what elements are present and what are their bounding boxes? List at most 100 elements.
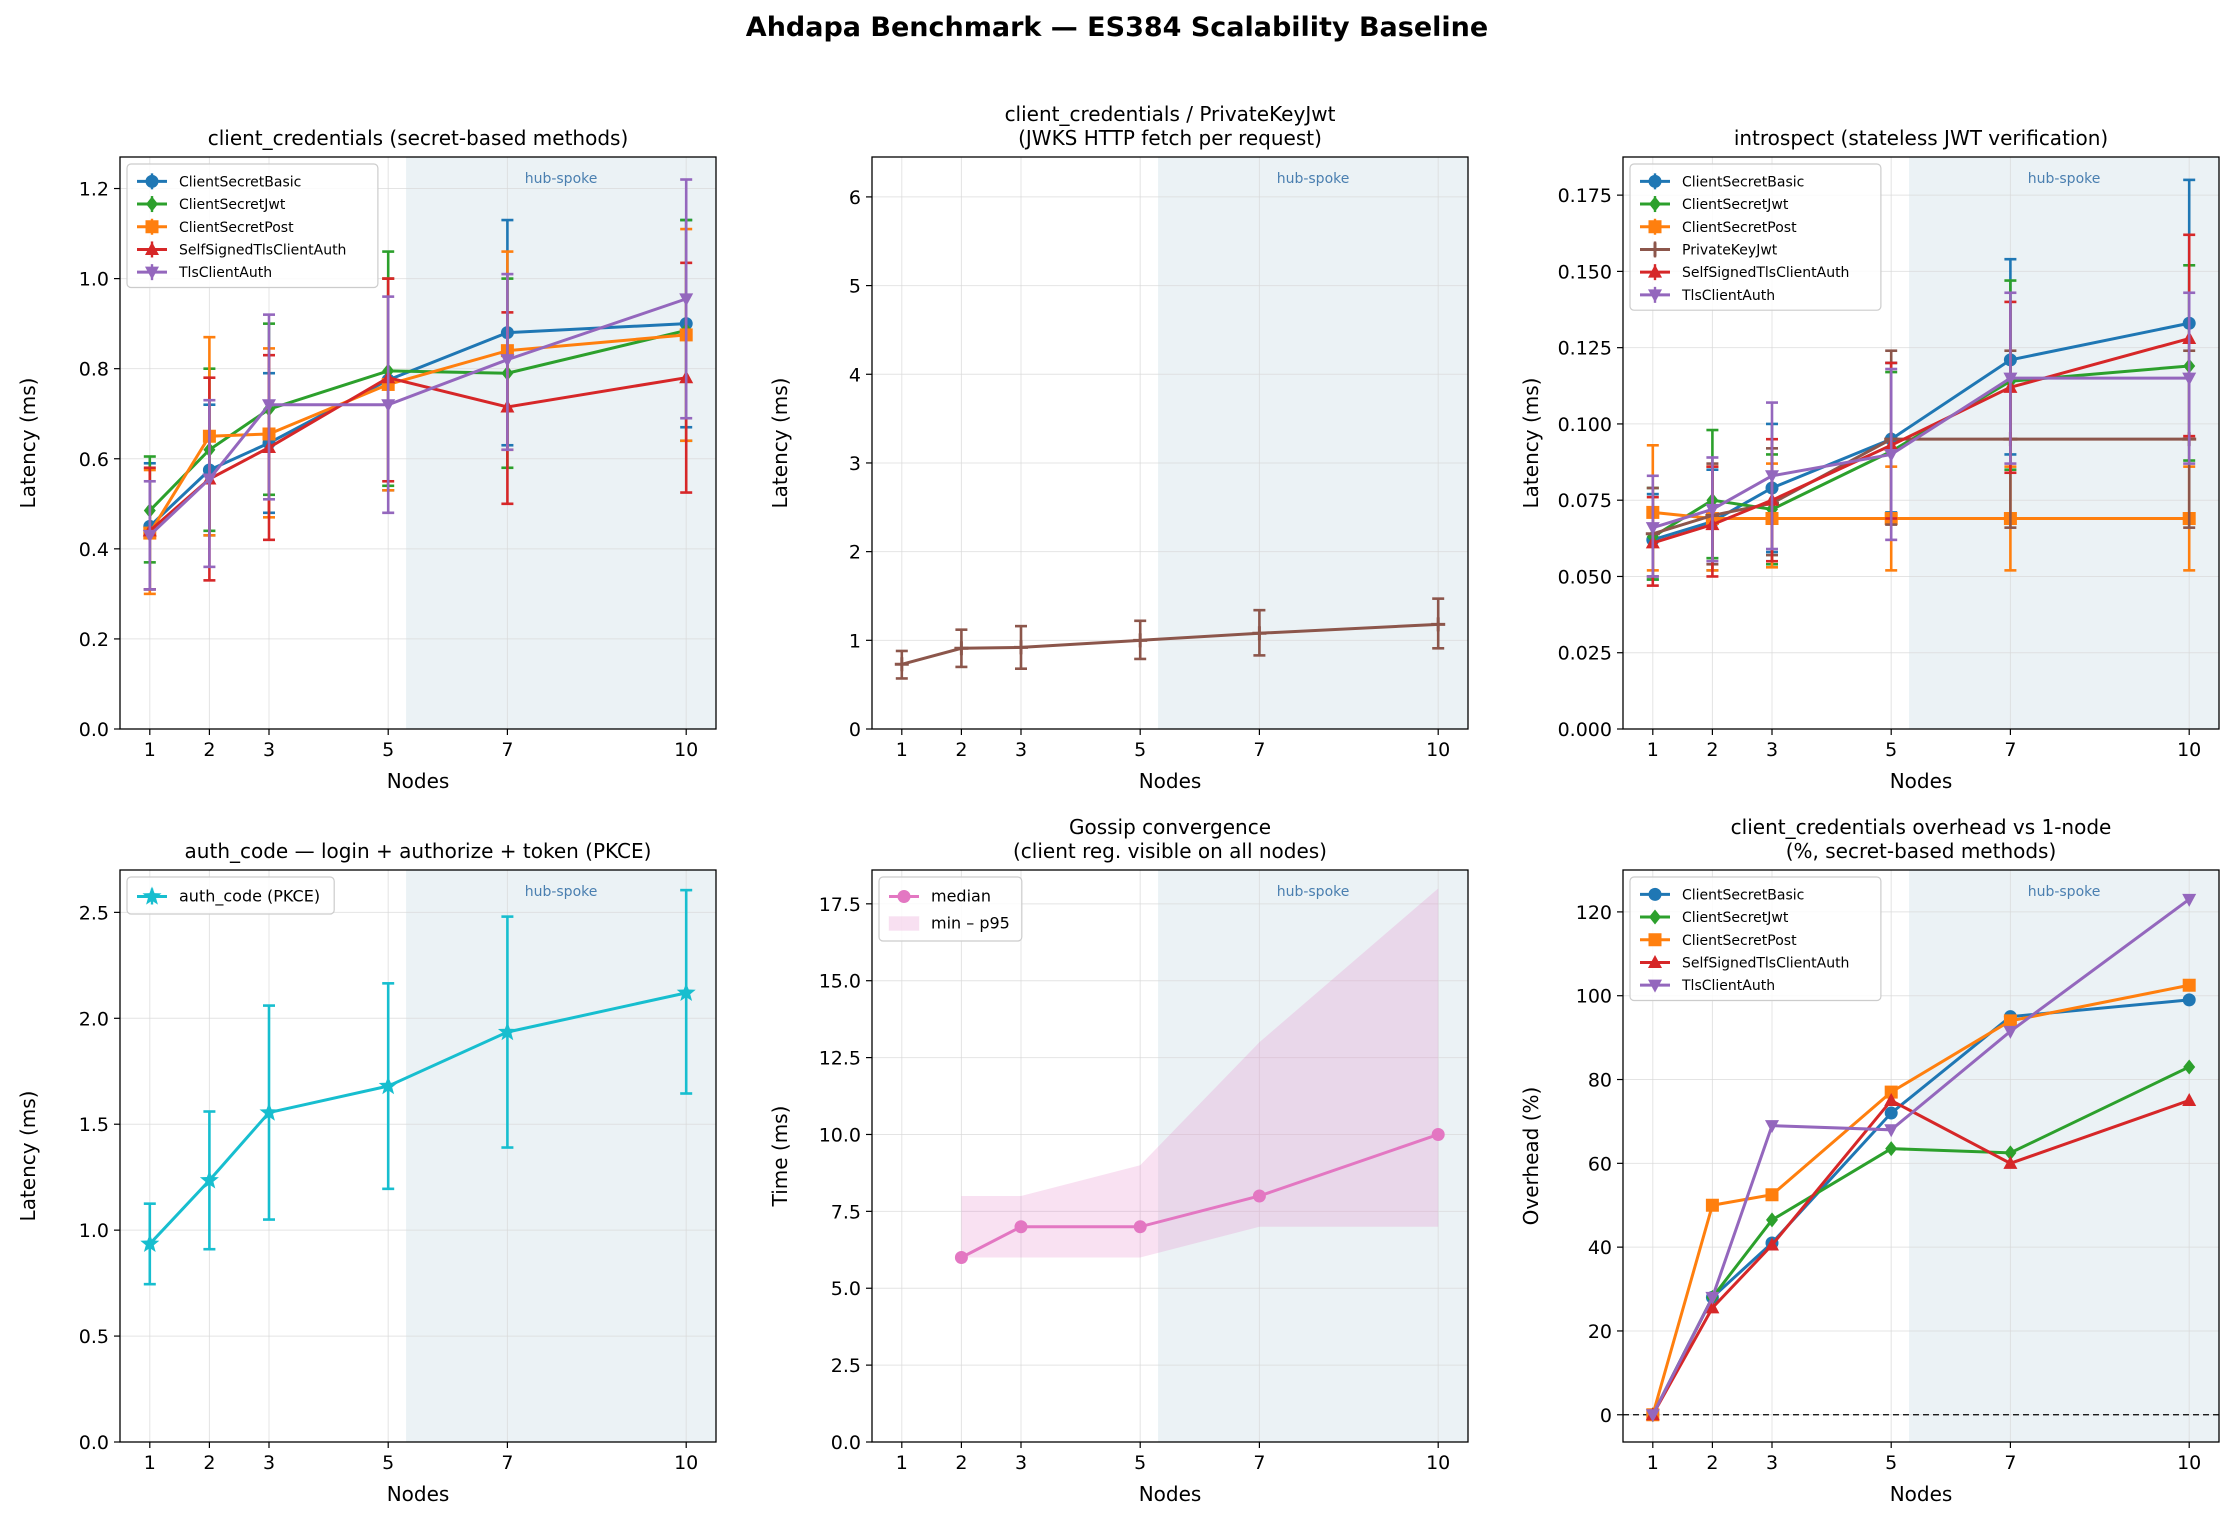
data-point [1765,1120,1779,1134]
chart-title: Gossip convergence [1069,815,1271,839]
series-line [148,297,687,537]
chart-title: auth_code — login + authorize + token (P… [185,839,652,863]
data-point [1014,1220,1028,1234]
x-tick-label: 7 [1253,1452,1265,1474]
x-tick-label: 3 [1015,739,1027,761]
data-point [259,1102,279,1121]
data-point [1252,1189,1266,1203]
data-point [1133,1220,1147,1234]
x-tick-label: 7 [2004,739,2016,761]
y-tick-label: 2.0 [79,1008,109,1030]
legend-box [878,876,1023,942]
y-tick-label: 120 [1576,902,1612,924]
data-point [1766,1212,1778,1228]
legend-label: ClientSecretJwt [1682,197,1789,213]
y-tick-label: 0.175 [1558,185,1612,207]
hub-spoke-region [1158,157,1468,729]
hub-spoke-region [406,157,716,729]
x-tick-label: 1 [896,1452,908,1474]
hub-spoke-region [1909,870,2219,1442]
y-tick-label: 3 [849,453,861,475]
legend-marker [1649,909,1661,925]
y-tick-label: 15.0 [819,971,861,993]
data-point [954,1250,968,1264]
legend-label: ClientSecretJwt [1682,910,1789,926]
legend-label: SelfSignedTlsClientAuth [179,242,346,258]
data-point [1645,1409,1660,1423]
data-point [2182,893,2197,907]
y-tick-label: 100 [1576,986,1612,1008]
legend-label: ClientSecretBasic [179,174,301,190]
x-tick-label: 2 [1706,1452,1718,1474]
y-tick-label: 80 [1588,1070,1612,1092]
data-point [2183,1059,2196,1075]
legend-label: PrivateKeyJwt [1682,242,1778,258]
x-axis-label: Nodes [1139,1482,1202,1506]
y-tick-label: 1 [849,630,861,652]
x-tick-label: 10 [2177,739,2201,761]
data-point [381,399,396,413]
x-tick-label: 7 [501,739,513,761]
y-tick-label: 0.4 [79,539,109,561]
data-point [2182,1092,2197,1106]
data-point [262,399,276,413]
data-point [894,657,909,672]
y-tick-label: 2 [849,542,861,564]
plot-frame [871,869,1469,1443]
legend-marker [1648,979,1662,993]
data-point [1645,522,1660,536]
y-tick-label: 2.5 [79,902,109,924]
data-point [1884,1092,1899,1106]
plot-frame [119,156,717,730]
chart-subtitle: (client reg. visible on all nodes) [1013,839,1327,863]
y-tick-label: 0.0 [79,719,109,741]
y-tick-label: 20 [1588,1321,1612,1343]
legend-box [1629,163,1882,311]
x-axis-label: Nodes [1139,769,1202,793]
series-auth-code-pkce [140,888,696,1286]
x-tick-label: 1 [1647,739,1659,761]
data-point [2003,1025,2018,1039]
y-tick-label: 5.0 [831,1278,861,1300]
x-tick-label: 5 [1134,1452,1146,1474]
y-tick-label: 1.0 [79,1220,109,1242]
y-tick-label: 0.000 [1558,719,1612,741]
legend: median min – p95 [878,876,1023,942]
hub-spoke-region [406,870,716,1442]
legend-swatch [888,916,920,931]
data-point [1765,1237,1779,1251]
data-point [1705,1300,1720,1314]
y-tick-label: 0.025 [1558,643,1612,665]
x-tick-label: 10 [1426,1452,1450,1474]
data-point [2003,1014,2017,1028]
legend-box [126,163,379,289]
data-point [676,982,696,1001]
y-tick-label: 4 [849,364,861,386]
data-point [140,1233,160,1252]
legend-marker [897,890,911,903]
x-tick-label: 5 [382,1452,394,1474]
data-point [1014,640,1028,655]
legend-marker [1648,264,1662,278]
y-tick-label: 1.5 [79,1114,109,1136]
y-tick-label: 0.0 [79,1432,109,1454]
data-point [2182,372,2197,386]
legend-label: ClientSecretJwt [179,197,286,213]
hub-spoke-region [1158,870,1468,1442]
legend-label: median [931,887,991,906]
plot-frame [1622,869,2220,1443]
x-tick-label: 2 [203,1452,215,1474]
y-tick-label: 0 [1600,1405,1612,1427]
series-tlsclientauth [1645,291,2197,578]
band-min-p95 [961,888,1439,1258]
x-tick-label: 2 [955,1452,967,1474]
hub-spoke-region [1909,157,2219,729]
data-point [1705,1198,1719,1212]
series-line [1651,898,2191,1416]
y-tick-label: 0.8 [79,359,109,381]
y-tick-label: 0.050 [1558,566,1612,588]
data-point [1884,1085,1898,1099]
legend-label: TlsClientAuth [1681,288,1775,304]
legend-label: ClientSecretPost [179,220,294,236]
